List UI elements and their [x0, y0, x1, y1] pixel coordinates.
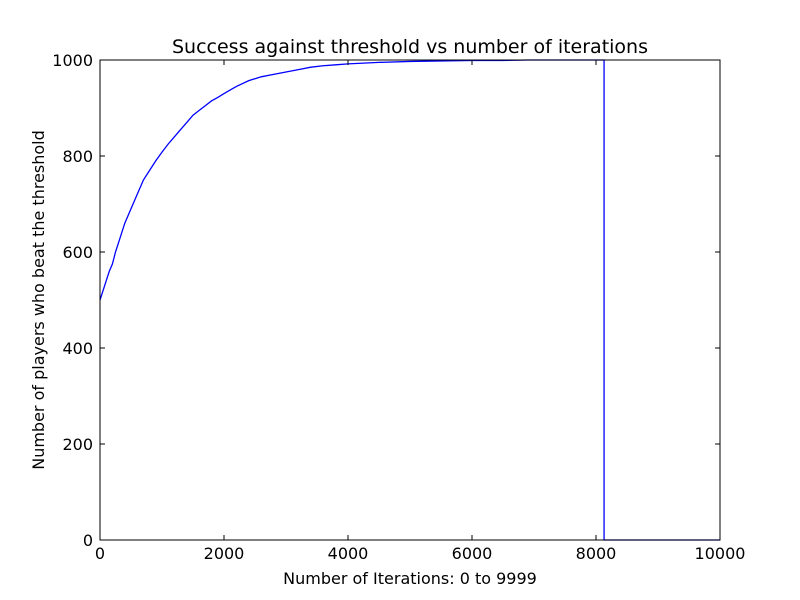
- x-tick-label: 2000: [204, 544, 245, 563]
- axes-frame: [99, 59, 721, 541]
- x-tick-label: 0: [95, 544, 105, 563]
- y-tick-label: 1000: [52, 51, 93, 70]
- y-tick-label: 200: [62, 435, 93, 454]
- x-tick-label: 8000: [576, 544, 617, 563]
- ticks: 0 2000 4000 6000 8000 10000 0 200 400 600 800 1000: [52, 51, 745, 563]
- x-tick-label: 6000: [452, 544, 493, 563]
- y-tick-label: 800: [62, 147, 93, 166]
- y-tick-label: 0: [83, 531, 93, 550]
- plot-area: [99, 59, 721, 541]
- x-axis-label: Number of Iterations: 0 to 9999: [283, 569, 537, 588]
- series-line-0: [99, 59, 720, 541]
- x-tick-label: 10000: [695, 544, 746, 563]
- y-tick-label: 600: [62, 243, 93, 262]
- y-axis-label: Number of players who beat the threshold: [29, 130, 48, 470]
- y-tick-label: 400: [62, 339, 93, 358]
- chart-title: Success against threshold vs number of i…: [172, 36, 648, 58]
- x-tick-label: 4000: [328, 544, 369, 563]
